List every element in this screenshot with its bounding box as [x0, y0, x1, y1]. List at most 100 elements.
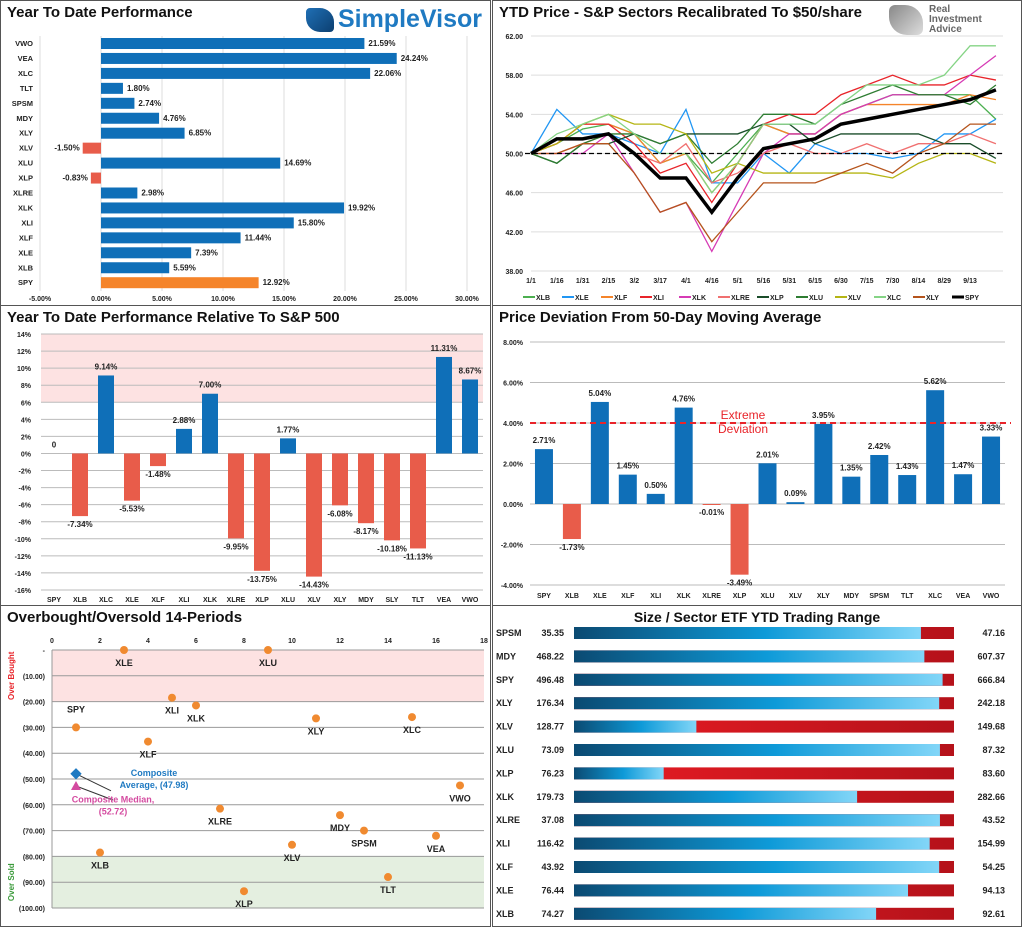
point-XLB — [96, 848, 104, 857]
y-tick-label: (90.00) — [23, 880, 45, 887]
y-tick-label: - — [43, 648, 46, 655]
point-XLF — [144, 737, 152, 746]
point-label: XLF — [140, 750, 158, 760]
data-label: 14.69% — [284, 159, 311, 168]
point-label: VWO — [449, 793, 471, 803]
data-label: -5.53% — [119, 505, 144, 514]
ticker-label: XLP — [496, 768, 514, 778]
bar-VWO — [982, 436, 1001, 504]
data-label: 3.95% — [812, 411, 835, 420]
bar-XLRE — [101, 187, 138, 199]
y-tick-label: 0% — [21, 451, 32, 458]
data-label: -10.18% — [377, 544, 407, 553]
bar-TLT — [898, 475, 917, 504]
x-tick-label: 8 — [242, 638, 246, 645]
category-label: XLRE — [13, 189, 33, 198]
category-label: VWO — [15, 39, 33, 48]
y-tick-label: 38.00 — [505, 269, 523, 276]
legend-label: XLP — [770, 295, 784, 302]
y-tick-label: -4% — [19, 486, 32, 493]
point-label: XLY — [308, 726, 325, 736]
ticker-label: MDY — [496, 651, 516, 661]
data-label: 22.06% — [374, 69, 401, 78]
low-value: 468.22 — [536, 651, 564, 661]
range-position-SPY — [574, 673, 943, 686]
bar-SPY — [534, 449, 553, 504]
bar-VEA — [436, 356, 452, 454]
point-XLRE — [216, 804, 224, 813]
high-value: 282.66 — [977, 792, 1005, 802]
overbought-label: Over Bought — [7, 651, 16, 700]
line-XLRE — [531, 133, 997, 184]
low-value: 176.34 — [536, 698, 564, 708]
bar-XLI — [176, 428, 192, 454]
legend-label: XLU — [809, 295, 823, 302]
data-label: -11.13% — [403, 552, 432, 561]
x-tick-label: XLV — [307, 597, 320, 604]
category-label: XLV — [19, 144, 33, 153]
x-tick-label: VEA — [956, 593, 970, 600]
ticker-label: XLK — [496, 792, 515, 802]
bar-XLP — [90, 172, 101, 184]
x-tick-label: 1/16 — [550, 278, 564, 285]
category-label: VEA — [18, 54, 34, 63]
point-label: XLI — [165, 706, 179, 716]
point-SPSM — [360, 826, 368, 835]
line-SPY — [530, 88, 997, 216]
range-position-MDY — [574, 650, 925, 663]
point-label: SPY — [67, 704, 85, 714]
high-value: 47.16 — [982, 628, 1005, 638]
low-value: 35.35 — [541, 628, 564, 638]
chart-title: Year To Date Performance Relative To S&P… — [7, 309, 340, 326]
x-tick-label: 1/1 — [526, 278, 536, 285]
high-value: 54.25 — [982, 862, 1005, 872]
ticker-label: SPSM — [496, 628, 522, 638]
data-label: 0.50% — [644, 481, 667, 490]
x-tick-label: 4/16 — [705, 278, 719, 285]
x-tick-label: XLU — [761, 593, 775, 600]
x-tick-label: XLE — [125, 597, 139, 604]
data-label: 0 — [52, 440, 57, 449]
low-value: 76.23 — [541, 768, 564, 778]
line-XLY — [531, 123, 996, 243]
bar-XLY — [814, 424, 833, 504]
eagle-icon — [889, 5, 923, 35]
ticker-label: XLE — [496, 885, 514, 895]
x-tick-label: XLE — [593, 593, 607, 600]
chart-title: Overbought/Oversold 14-Periods — [7, 609, 243, 626]
bar-XLY — [332, 453, 348, 506]
bar-TLT — [410, 453, 426, 549]
x-tick-label: XLI — [650, 593, 661, 600]
x-tick-label: 7/30 — [886, 278, 900, 285]
bar-XLK — [101, 202, 345, 214]
data-label: 0.09% — [784, 489, 807, 498]
ticker-label: SPY — [496, 675, 514, 685]
data-label: 1.43% — [896, 462, 919, 471]
high-value: 43.52 — [982, 815, 1005, 825]
bar-MDY — [842, 476, 861, 504]
legend-label: XLK — [692, 295, 706, 302]
data-label: -7.34% — [67, 520, 92, 529]
x-tick-label: 3/2 — [629, 278, 639, 285]
x-tick-label: SLY — [386, 597, 399, 604]
bar-XLRE — [702, 504, 721, 505]
bar-XLV — [786, 502, 805, 504]
bar-XLP — [730, 504, 749, 575]
data-label: 9.14% — [95, 362, 118, 371]
data-label: 11.44% — [245, 233, 272, 242]
point-label: XLB — [91, 861, 110, 871]
data-label: 21.59% — [368, 39, 395, 48]
point-VEA — [432, 831, 440, 840]
composite-median-marker — [71, 781, 81, 791]
category-label: XLK — [18, 203, 34, 212]
y-tick-label: 0.00% — [503, 502, 524, 509]
bar-XLF — [618, 474, 637, 504]
x-tick-label: 3/17 — [653, 278, 667, 285]
composite-median-label: (52.72) — [99, 807, 128, 817]
bar-XLB — [562, 504, 581, 540]
category-label: XLP — [18, 174, 33, 183]
composite-average-label: Composite — [131, 768, 178, 778]
point-label: XLU — [259, 658, 277, 668]
x-tick-label: 30.00% — [455, 296, 480, 303]
range-position-XLU — [574, 744, 940, 756]
